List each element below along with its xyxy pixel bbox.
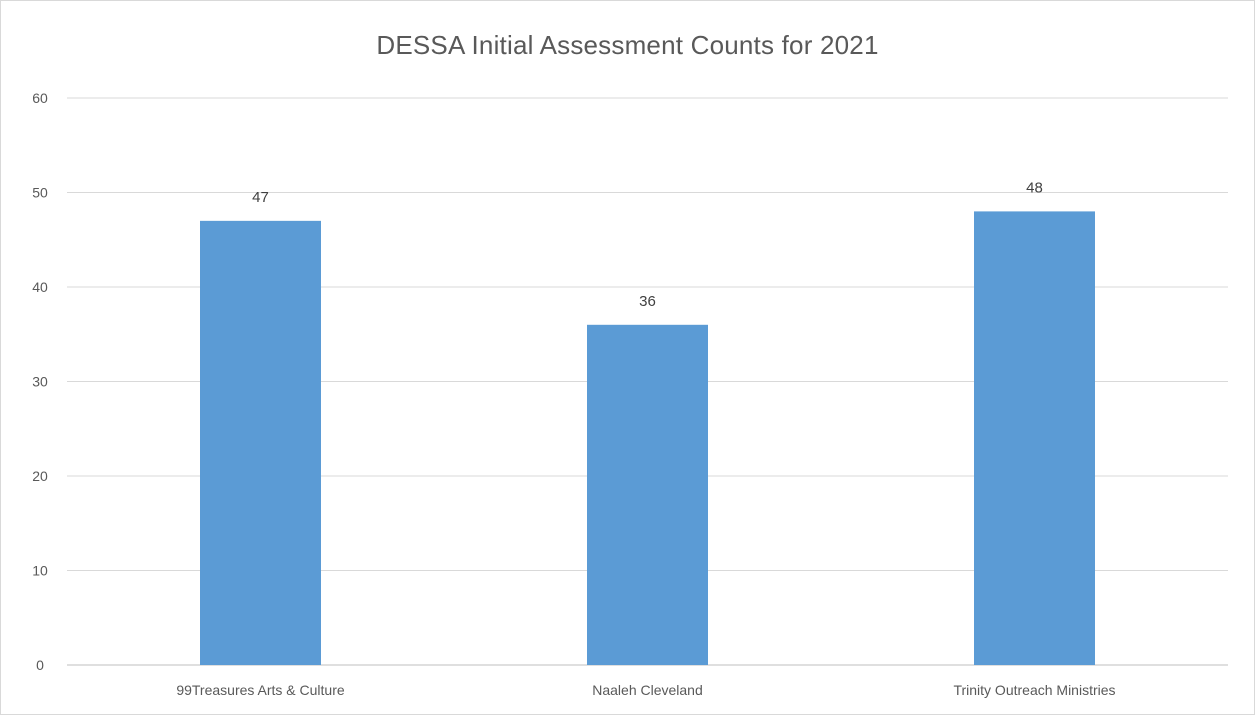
- y-tick-label: 10: [32, 563, 48, 579]
- x-tick-label: Naaleh Cleveland: [592, 682, 703, 698]
- data-label: 36: [639, 293, 656, 310]
- y-tick-label: 20: [32, 468, 48, 484]
- y-tick-label: 60: [32, 90, 48, 106]
- x-tick-label: Trinity Outreach Ministries: [953, 682, 1115, 698]
- y-tick-label: 0: [36, 657, 44, 673]
- data-label: 48: [1026, 179, 1043, 196]
- bar: [200, 220, 321, 665]
- bar: [974, 211, 1095, 665]
- bar: [587, 324, 708, 665]
- y-tick-label: 50: [32, 185, 48, 201]
- y-tick-label: 30: [32, 374, 48, 390]
- chart-title: DESSA Initial Assessment Counts for 2021: [376, 30, 879, 60]
- y-tick-label: 40: [32, 279, 48, 295]
- x-tick-label: 99Treasures Arts & Culture: [176, 682, 345, 698]
- data-label: 47: [252, 189, 269, 206]
